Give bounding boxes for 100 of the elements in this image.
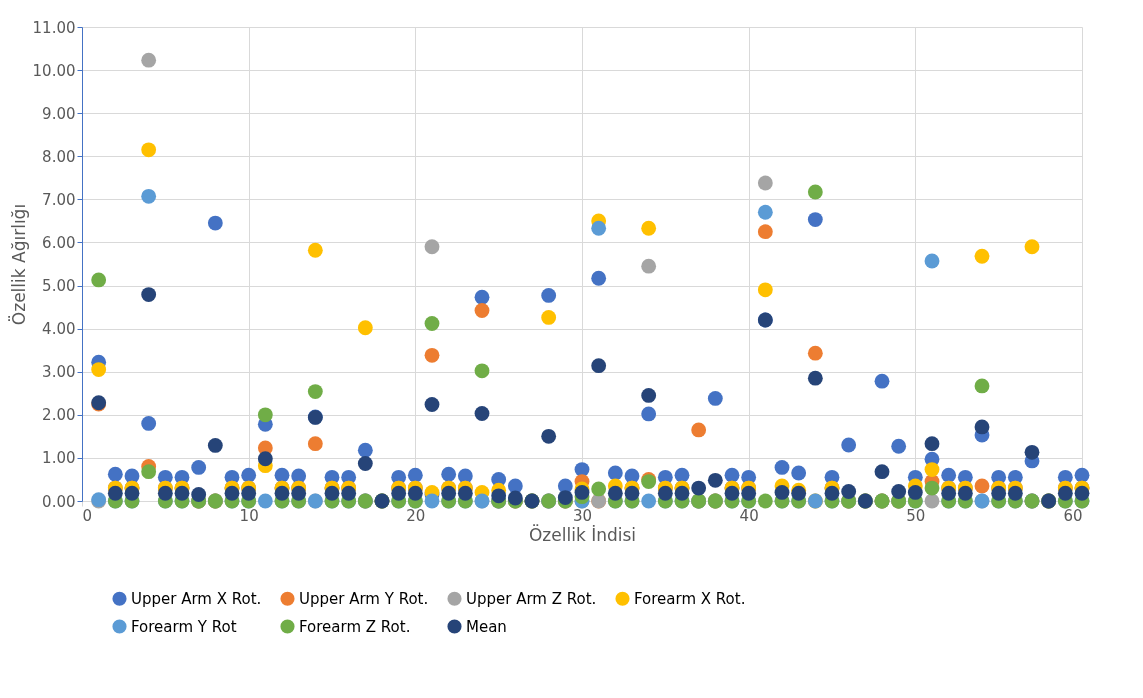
point [241,485,257,501]
point [291,468,307,484]
y-tick-label: 10.00 [32,61,76,80]
point [424,239,440,255]
point [91,272,107,288]
y-tick-label: 1.00 [42,449,76,468]
point [441,485,457,501]
point [891,484,907,499]
point [557,490,573,505]
point [141,416,157,431]
legend-label: Upper Arm Y Rot. [299,589,429,608]
point [1074,485,1090,501]
point [924,493,940,509]
x-tick-label: 60 [1063,506,1083,525]
point [941,467,957,483]
point [757,282,773,298]
point [624,485,640,501]
point [924,462,940,477]
point [924,480,940,496]
point [1024,444,1040,460]
point [774,484,790,500]
point [841,484,857,499]
legend-label: Upper Arm Z Rot. [466,589,597,608]
point [1024,239,1040,255]
point [174,485,190,501]
point [341,485,357,501]
point [757,493,773,509]
y-tick-label: 2.00 [42,406,76,425]
legend-label: Mean [466,617,507,636]
y-tick-label: 3.00 [42,363,76,382]
point [107,485,123,501]
point [291,485,307,501]
point [691,422,707,438]
point [924,436,940,452]
point [491,488,507,504]
point [974,419,990,435]
point [141,464,157,480]
point [274,485,290,501]
point [424,316,440,331]
point [641,220,657,236]
point [541,288,557,303]
point [224,485,240,501]
point [441,466,457,482]
point [641,406,657,422]
point [707,472,723,488]
point [307,384,323,399]
point [424,347,440,363]
x-tick-label: 40 [739,506,759,525]
point [824,485,840,501]
point [424,493,440,509]
point [1007,485,1023,501]
point [641,258,657,274]
point [141,287,157,302]
point [1074,467,1090,483]
point [241,467,257,483]
point [257,451,273,467]
legend-label: Upper Arm X Rot. [131,589,262,608]
point [774,459,790,475]
y-tick-label: 7.00 [42,190,76,209]
point [91,362,107,377]
point [124,485,140,501]
legend-label: Forearm Z Rot. [299,617,411,636]
y-axis-title: Özellik Ağırlığı [7,203,29,326]
point [1057,485,1073,501]
point [324,485,340,501]
point [974,248,990,264]
x-tick-label: 20 [406,506,426,525]
point [407,485,423,501]
point [474,363,490,379]
point [357,320,373,336]
point [891,438,907,454]
point [207,215,223,231]
point [474,289,490,305]
point [591,220,607,236]
x-tick-label: 10 [239,506,259,525]
point [924,253,940,269]
point [407,467,423,483]
point [641,493,657,509]
point [807,184,823,200]
point [257,493,273,509]
point [541,428,557,444]
point [757,204,773,220]
point [391,485,407,501]
point [191,459,207,475]
point [791,465,807,481]
y-tick-label: 6.00 [42,233,76,252]
point [591,481,607,497]
legend-label: Forearm X Rot. [634,589,746,608]
point [907,484,923,500]
point [457,468,473,484]
x-tick-label: 30 [572,506,593,525]
point [424,397,440,412]
point [107,466,123,482]
y-tick-label: 4.00 [42,320,76,339]
point [591,358,607,374]
point [274,467,290,483]
point [674,467,690,483]
legend-label: Forearm Y Rot [131,617,237,636]
point [757,224,773,240]
point [757,175,773,191]
